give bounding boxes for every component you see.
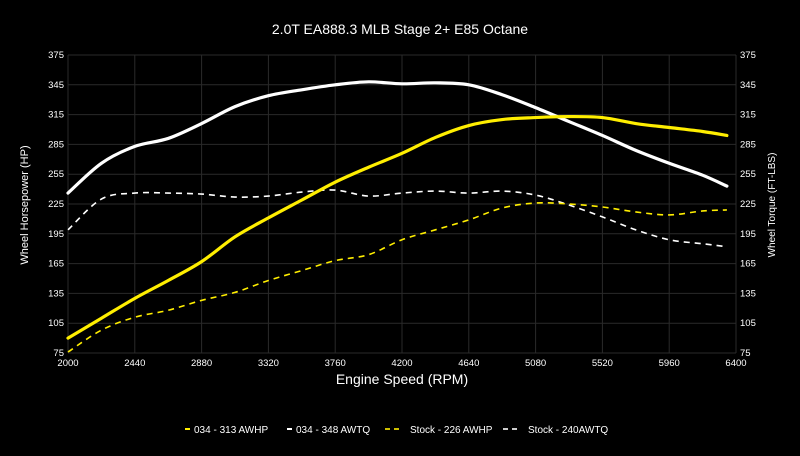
legend-label: 034 - 348 AWTQ: [296, 425, 370, 436]
y-tick-label: 345: [48, 80, 64, 91]
y-axis-left: 75 105 135 165 195 225 255 285 315 345 375: [48, 50, 64, 359]
y2-tick-label: 75: [740, 348, 751, 359]
y-tick-label: 255: [48, 169, 64, 180]
grid: [67, 54, 737, 354]
y-axis-right: 75 105 135 165 195 225 255 285 315 345 375: [740, 50, 756, 359]
x-tick-label: 2440: [124, 358, 145, 369]
x-tick-label: 2880: [191, 358, 212, 369]
series-lines: [66, 80, 729, 353]
y-tick-label: 315: [48, 110, 64, 121]
y-tick-label: 225: [48, 199, 64, 210]
y2-tick-label: 105: [740, 318, 756, 329]
series-line-3: [67, 189, 727, 248]
x-tick-label: 5960: [659, 358, 680, 369]
y-tick-label: 105: [48, 318, 64, 329]
x-tick-label: 4200: [391, 358, 412, 369]
y2-tick-label: 255: [740, 169, 756, 180]
y-tick-label: 165: [48, 259, 64, 270]
y-tick-label: 285: [48, 139, 64, 150]
y-tick-label: 135: [48, 288, 64, 299]
x-tick-label: 6400: [725, 358, 746, 369]
y2-tick-label: 285: [740, 139, 756, 150]
x-axis: 2000 2440 2880 3320 3760 4200 4640 5080 5520 5960…: [57, 358, 746, 369]
x-axis-label: Engine Speed (RPM): [336, 371, 468, 387]
y2-tick-label: 165: [740, 259, 756, 270]
x-tick-label: 5520: [592, 358, 613, 369]
legend-label: 034 - 313 AWHP: [194, 425, 268, 436]
y-axis-label: Wheel Horsepower (HP): [19, 145, 31, 264]
legend-label: Stock - 226 AWHP: [410, 425, 493, 436]
x-tick-label: 4640: [458, 358, 479, 369]
y2-tick-label: 375: [740, 50, 756, 61]
x-tick-label: 3760: [325, 358, 346, 369]
y2-tick-label: 225: [740, 199, 756, 210]
y2-axis-label: Wheel Torque (FT-LBS): [767, 153, 778, 258]
y-tick-label: 75: [53, 348, 64, 359]
series-line-1: [66, 80, 729, 195]
legend-label: Stock - 240AWTQ: [528, 425, 608, 436]
y2-tick-label: 135: [740, 288, 756, 299]
y-tick-label: 195: [48, 229, 64, 240]
series-line-2: [67, 201, 727, 353]
x-tick-label: 5080: [525, 358, 546, 369]
chart-title: 2.0T EA888.3 MLB Stage 2+ E85 Octane: [272, 21, 528, 37]
y-tick-label: 375: [48, 50, 64, 61]
x-tick-label: 2000: [57, 358, 78, 369]
x-tick-label: 3320: [258, 358, 279, 369]
series-line-0: [66, 114, 729, 340]
legend: 034 - 313 AWHP 034 - 348 AWTQ Stock - 226 …: [185, 425, 608, 436]
y2-tick-label: 345: [740, 80, 756, 91]
y2-tick-label: 195: [740, 229, 756, 240]
y2-tick-label: 315: [740, 110, 756, 121]
